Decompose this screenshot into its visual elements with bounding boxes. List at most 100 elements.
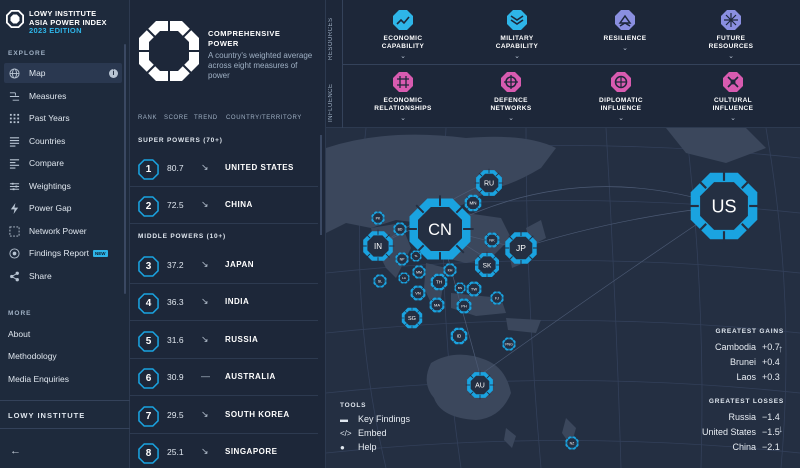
country-node-pk[interactable]: PK [370, 210, 386, 226]
measure-economic-relationships[interactable]: ECONOMIC RELATIONSHIPS ⌄ [358, 72, 448, 122]
country-node-mn[interactable]: MN [463, 193, 483, 213]
country-node-id[interactable]: ID [449, 326, 469, 346]
country-node-in[interactable]: IN [361, 229, 395, 263]
node-octagon-inner [433, 276, 445, 288]
rank-number: 4 [145, 298, 152, 309]
country-node-nz[interactable]: NZ [564, 435, 580, 451]
country-node-sg[interactable]: SG [400, 306, 424, 330]
country-node-us[interactable]: US [687, 169, 761, 243]
country-node-bn[interactable]: BN [453, 281, 467, 295]
country-node-mm[interactable]: MM [411, 264, 427, 280]
column-score[interactable]: SCORE [164, 115, 189, 121]
rank-octagon-icon [138, 443, 159, 464]
nav-item-network-power[interactable]: Network Power [4, 221, 122, 241]
country-node-cn[interactable]: CN [406, 195, 474, 263]
info-icon[interactable]: i [109, 68, 118, 78]
trend-icon: ↘ [201, 162, 209, 172]
country-node-bd[interactable]: BD [392, 221, 408, 237]
measure-cultural-influence[interactable]: CULTURAL INFLUENCE ⌄ [688, 72, 778, 122]
table-row[interactable]: 5 31.6 ↘ RUSSIA [130, 323, 318, 359]
table-row[interactable]: 6 30.9 — AUSTRALIA [130, 360, 318, 396]
column-country[interactable]: COUNTRY/TERRITORY [226, 115, 302, 121]
tool-embed[interactable]: </> Embed [340, 428, 387, 438]
country-node-ru[interactable]: RU [474, 168, 504, 198]
country-node-ph[interactable]: PH [455, 297, 473, 315]
country-node-th[interactable]: TH [429, 272, 449, 292]
panel-title-line1: COMPREHENSIVE [208, 29, 281, 38]
country-node-sl[interactable]: SL [372, 273, 388, 289]
nav-item-past-years[interactable]: Past Years [4, 108, 122, 128]
score: 37.2 [167, 260, 184, 270]
node-label: TH [436, 280, 442, 285]
ranking-scrollbar[interactable] [320, 135, 322, 235]
node-octagon-inner [486, 234, 498, 246]
table-row[interactable]: 3 37.2 ↘ JAPAN [130, 248, 318, 284]
node-label: KH [448, 268, 453, 272]
measure-diplomatic-influence[interactable]: DIPLOMATIC INFLUENCE ⌄ [576, 72, 666, 122]
collapse-sidebar-icon[interactable]: ← [10, 445, 21, 457]
node-label: NK [489, 237, 495, 242]
table-row[interactable]: 4 36.3 ↘ INDIA [130, 285, 318, 321]
sidebar-scrollbar[interactable] [124, 44, 126, 294]
node-octagon-inner [479, 173, 499, 193]
country-node-nk[interactable]: NK [483, 231, 501, 249]
measure-resilience[interactable]: RESILIENCE ⌄ [580, 10, 670, 52]
nav-link-media-enquiries[interactable]: Media Enquiries [8, 374, 69, 384]
nav-item-label: Countries [29, 136, 66, 146]
country-node-np[interactable]: NP [394, 251, 410, 267]
power-map[interactable]: US CN RU IN JP SK AU SG TH VN MA ID PH TW NK PK BD NP SL MM… [326, 128, 800, 468]
country-name: United States [701, 427, 756, 437]
node-octagon-inner [397, 254, 407, 264]
nav-item-countries[interactable]: Countries [4, 131, 122, 151]
footer-lowy-link[interactable]: LOWY INSTITUTE [8, 411, 86, 420]
measure-economic-capability[interactable]: ECONOMIC CAPABILITY ⌄ [358, 10, 448, 60]
measure-defence-networks[interactable]: DEFENCE NETWORKS ⌄ [466, 72, 556, 122]
nav-item-label: Weightings [29, 181, 71, 191]
country-node-png[interactable]: PNG [501, 336, 517, 352]
country-node-tw[interactable]: TW [465, 280, 483, 298]
country-node-sk[interactable]: SK [473, 251, 501, 279]
country-node-kh[interactable]: KH [442, 262, 458, 278]
brand[interactable]: LOWY INSTITUTE ASIA POWER INDEX 2023 EDI… [6, 9, 107, 36]
measure-label: CULTURAL INFLUENCE [688, 97, 778, 113]
table-row[interactable]: 1 80.7 ↘ UNITED STATES [130, 151, 318, 187]
node-octagon-inner [418, 207, 462, 251]
country-node-la[interactable]: LA [397, 271, 411, 285]
nav-item-map[interactable]: Map i [4, 63, 122, 83]
measure-label-line2: RELATIONSHIPS [374, 105, 432, 112]
measure-military-capability[interactable]: MILITARY CAPABILITY ⌄ [472, 10, 562, 60]
arrow-down-icon: ↓ [778, 424, 783, 435]
table-row[interactable]: 8 25.1 ↘ SINGAPORE [130, 435, 318, 468]
more-section-label: MORE [8, 310, 32, 317]
country-node-tl[interactable]: TL [409, 249, 423, 263]
nav-item-label: Share [29, 271, 52, 281]
node-label: ID [457, 334, 462, 339]
resilience-icon [615, 10, 635, 30]
table-row[interactable]: 7 29.5 ↘ SOUTH KOREA [130, 398, 318, 434]
country-node-ma[interactable]: MA [428, 296, 446, 314]
nav-link-methodology[interactable]: Methodology [8, 351, 57, 361]
nav-item-compare[interactable]: Compare [4, 153, 122, 173]
bolt-icon [8, 202, 20, 214]
rank-octagon-icon [138, 196, 159, 217]
column-trend[interactable]: TREND [194, 115, 218, 121]
country-node-jp[interactable]: JP [503, 230, 539, 266]
measure-future-resources[interactable]: FUTURE RESOURCES ⌄ [686, 10, 776, 60]
nav-link-about[interactable]: About [8, 329, 31, 339]
nav-item-share[interactable]: Share [4, 266, 122, 286]
nav-item-measures[interactable]: Measures [4, 86, 122, 106]
country-node-fj[interactable]: FJ [489, 290, 505, 306]
column-rank[interactable]: RANK [138, 115, 158, 121]
country-node-au[interactable]: AU [465, 370, 495, 400]
nav-item-findings-report[interactable]: Findings Report NEW [4, 243, 122, 263]
nav-item-power-gap[interactable]: Power Gap [4, 198, 122, 218]
map-canvas[interactable]: US CN RU IN JP SK AU SG TH VN MA ID PH TW NK PK BD NP SL MM… [326, 128, 800, 468]
tool-help[interactable]: ● Help [340, 442, 377, 452]
table-row[interactable]: 2 72.5 ↘ CHINA [130, 188, 318, 224]
panel-title-line2: POWER [208, 39, 239, 48]
tool-key-findings[interactable]: ▬ Key Findings [340, 414, 410, 424]
country-node-vn[interactable]: VN [409, 284, 427, 302]
rank-number: 3 [145, 261, 152, 272]
lowy-logo-icon [6, 10, 24, 28]
nav-item-weightings[interactable]: Weightings [4, 176, 122, 196]
